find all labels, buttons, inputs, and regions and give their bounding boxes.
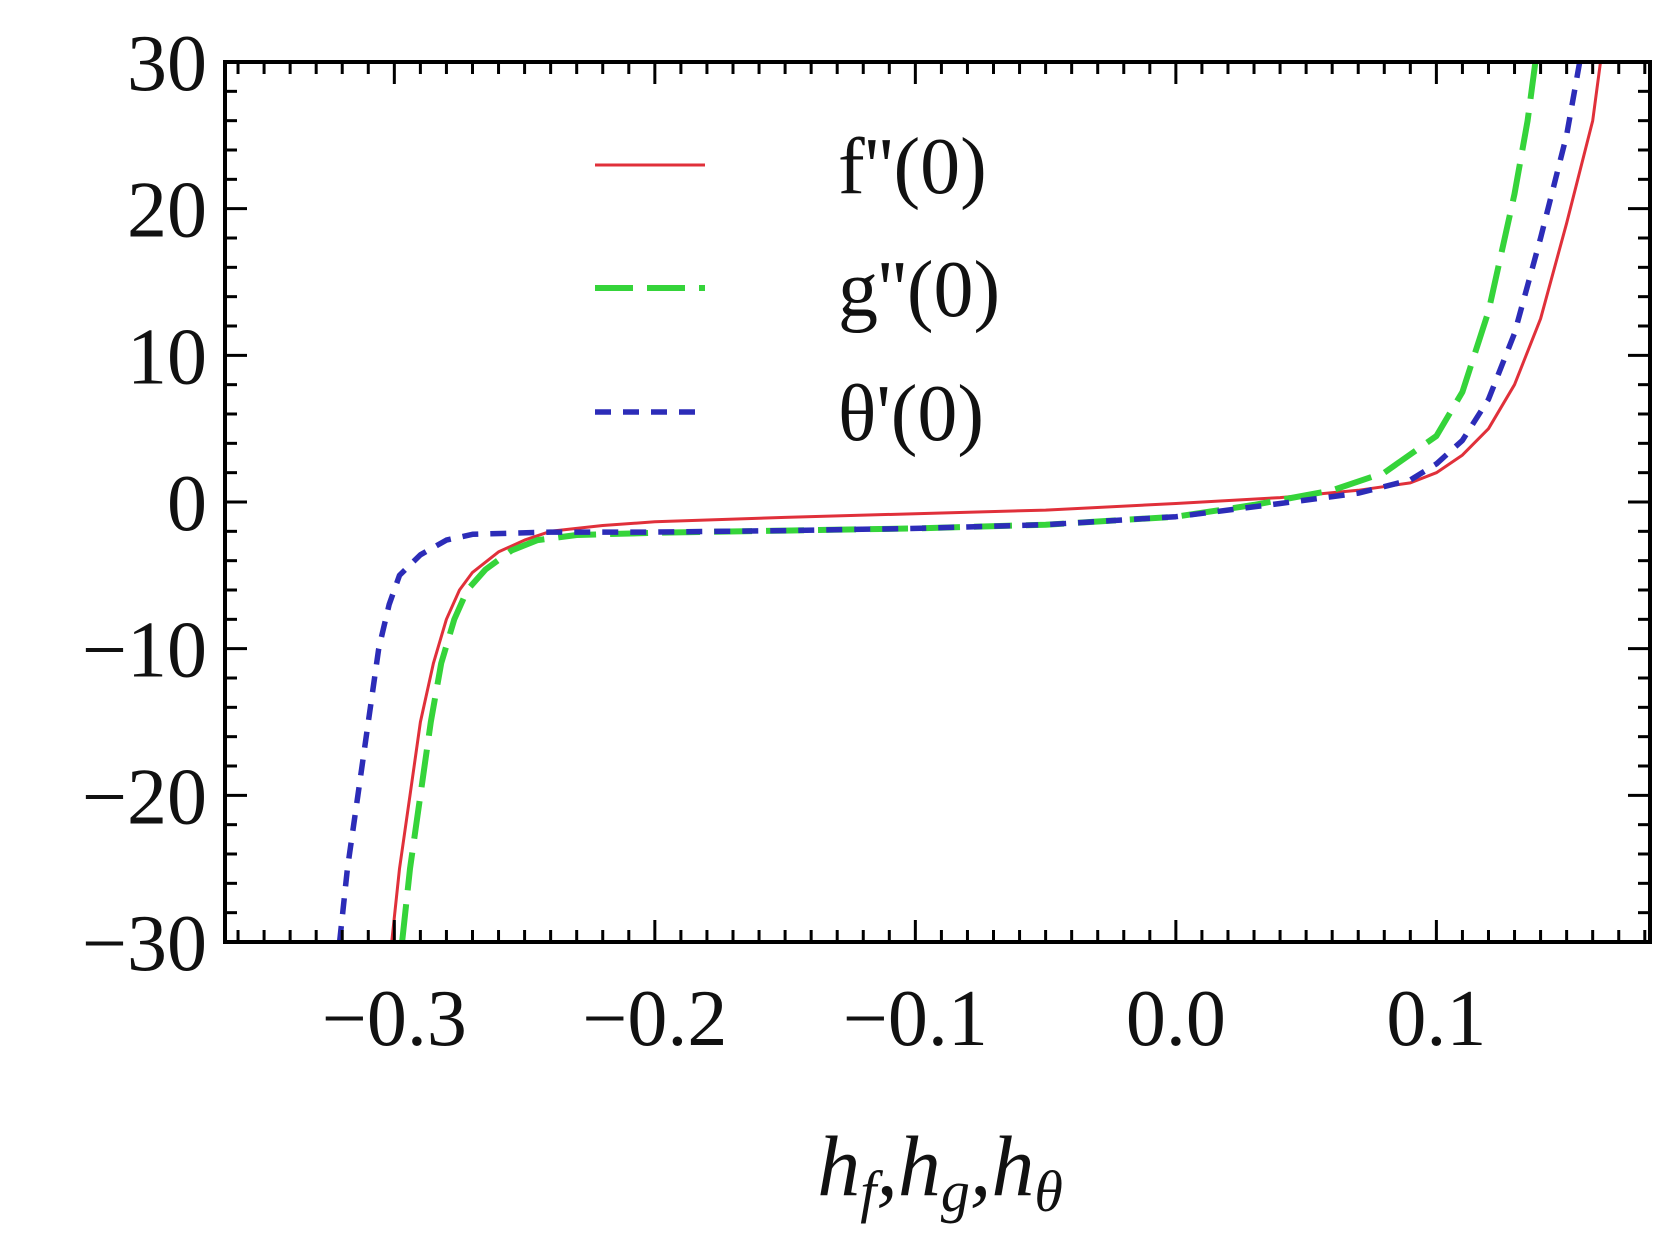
x-axis-label: hf,hg,hθ — [817, 1118, 1063, 1224]
series-line-1 — [390, 62, 1602, 942]
y-tick-label: 10 — [127, 313, 207, 401]
y-tick-label: −30 — [82, 900, 207, 988]
legend-label-1: f''(0) — [838, 123, 987, 211]
y-tick-label: −10 — [82, 607, 207, 695]
x-axis-label-sub-3: θ — [1034, 1159, 1063, 1224]
legend: f''(0) g''(0) θ'(0) — [595, 123, 1000, 458]
x-axis-label-base-3: h — [991, 1118, 1034, 1214]
x-axis-label-sep-1: , — [876, 1118, 898, 1214]
x-tick-label: 0.0 — [1126, 975, 1226, 1063]
x-tick-labels: −0.3 −0.2 −0.1 0.0 0.1 — [322, 975, 1487, 1063]
x-tick-label: −0.1 — [843, 975, 988, 1063]
x-axis-label-sep-2: , — [970, 1118, 992, 1214]
y-tick-label: 0 — [167, 460, 207, 548]
y-tick-labels: 30 20 10 0 −10 −20 −30 — [82, 20, 207, 988]
y-tick-label: −20 — [82, 753, 207, 841]
legend-label-3: θ'(0) — [838, 370, 984, 458]
y-tick-label: 20 — [127, 167, 207, 255]
ticks-layer — [225, 60, 1650, 944]
x-tick-label: −0.2 — [582, 975, 727, 1063]
series-layer — [336, 62, 1602, 942]
y-tick-label: 30 — [127, 20, 207, 108]
x-tick-label: 0.1 — [1386, 975, 1486, 1063]
x-tick-label: −0.3 — [322, 975, 467, 1063]
x-axis-label-base-1: h — [817, 1118, 860, 1214]
x-axis-label-sub-2: g — [941, 1159, 970, 1224]
legend-label-2: g''(0) — [838, 246, 1000, 334]
x-axis-label-base-2: h — [898, 1118, 941, 1214]
